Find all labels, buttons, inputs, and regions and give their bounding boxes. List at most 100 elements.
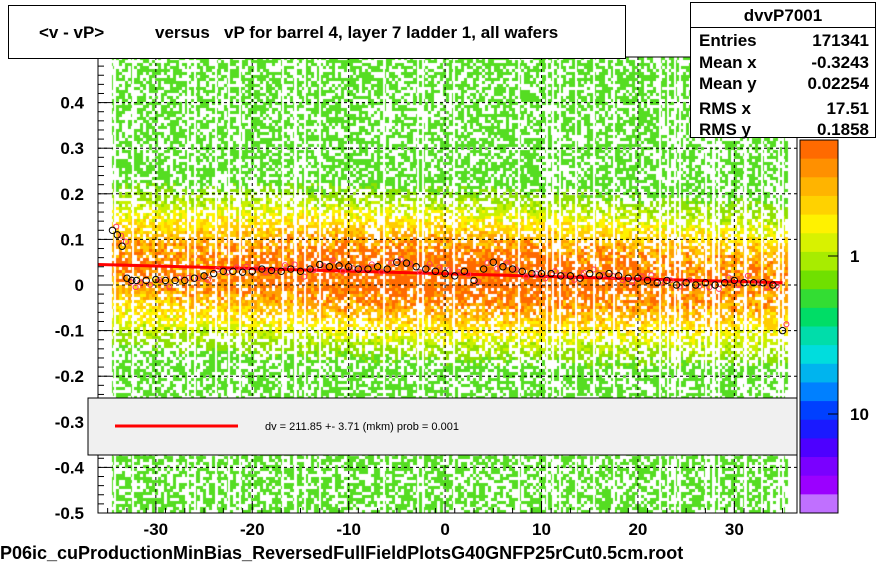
profile-marker	[123, 274, 131, 282]
profile-marker	[547, 269, 555, 278]
colorbar-segment	[800, 233, 838, 253]
colorbar-frame	[799, 139, 839, 514]
colorbar-segment	[800, 438, 838, 458]
profile-marker	[537, 269, 546, 278]
colorbar-segment	[800, 140, 838, 160]
profile-marker	[499, 263, 507, 271]
y-tick-label: 0.1	[60, 230, 84, 249]
profile-marker	[595, 272, 604, 280]
secondary-marker	[667, 277, 674, 284]
stats-value: 17.51	[826, 99, 869, 118]
secondary-marker	[677, 283, 684, 290]
profile-marker	[624, 274, 632, 282]
profile-marker	[720, 279, 729, 287]
secondary-marker	[474, 278, 481, 285]
y-tick-label: -0.4	[55, 458, 85, 477]
colorbar-segment	[800, 419, 838, 439]
profile-marker	[508, 265, 517, 273]
stats-row-entries: Entries 171341	[699, 31, 869, 53]
profile-marker	[701, 279, 710, 287]
x-tick-label: 30	[725, 520, 744, 539]
colorbar-segment	[800, 494, 838, 514]
secondary-marker	[445, 267, 452, 274]
profile-marker	[128, 276, 136, 285]
title-right: versus vP for barrel 4, layer 7 ladder 1…	[155, 23, 559, 42]
y-tick-label: 0	[75, 276, 84, 295]
colorbar-segment	[800, 363, 838, 383]
profile-marker	[344, 263, 353, 271]
colorbar-segment	[800, 289, 838, 309]
secondary-marker	[696, 282, 703, 289]
x-tick-label: -20	[240, 520, 265, 539]
profile-marker	[161, 276, 170, 285]
colorbar-segment	[800, 401, 838, 421]
secondary-marker	[137, 279, 144, 286]
profile-marker	[316, 260, 324, 269]
stats-value: 0.1858	[817, 120, 869, 139]
profile-marker	[422, 265, 430, 273]
secondary-marker	[368, 261, 375, 268]
profile-marker	[171, 276, 179, 285]
stats-value: 171341	[812, 31, 869, 50]
colorbar: 1 10	[799, 139, 869, 514]
stats-row-mean-x: Mean x -0.3243	[699, 53, 869, 75]
profile-marker	[402, 259, 411, 267]
stats-key: Entries	[699, 31, 757, 50]
profile-marker	[354, 265, 363, 273]
profile-marker	[364, 265, 372, 273]
colorbar-segment	[800, 158, 838, 178]
secondary-marker	[417, 268, 424, 275]
profile-marker	[229, 267, 237, 276]
stats-key: Mean y	[699, 74, 757, 93]
secondary-marker	[204, 276, 211, 283]
profile-marker	[586, 269, 594, 278]
secondary-marker	[282, 262, 289, 269]
secondary-marker	[735, 281, 742, 288]
profile-marker	[759, 279, 767, 287]
secondary-marker	[725, 274, 732, 281]
fit-legend-text: dv = 211.85 +- 3.71 (mkm) prob = 0.001	[265, 421, 459, 433]
profile-marker	[576, 274, 584, 282]
profile-marker	[113, 231, 121, 239]
profile-marker	[393, 258, 401, 266]
stats-separator	[691, 27, 875, 28]
colorbar-segment	[800, 382, 838, 402]
stats-histogram-name: dvvP7001	[743, 6, 823, 25]
colorbar-segment	[800, 270, 838, 290]
profile-marker	[614, 272, 623, 280]
profile-marker	[277, 267, 285, 276]
profile-marker	[258, 265, 266, 273]
profile-marker	[643, 276, 652, 285]
chart-title: <v - vP> versus vP for barrel 4, layer 7…	[8, 5, 626, 59]
x-tick-label: 10	[532, 520, 551, 539]
secondary-marker	[291, 261, 298, 268]
colorbar-segment	[800, 475, 838, 495]
secondary-marker	[166, 283, 173, 290]
profile-marker	[412, 263, 420, 271]
profile-marker	[142, 276, 150, 285]
stats-value: 0.02254	[807, 74, 869, 93]
secondary-marker	[122, 238, 129, 245]
profile-marker	[489, 258, 497, 266]
secondary-marker	[715, 285, 722, 292]
profile-marker	[287, 265, 295, 273]
profile-marker	[460, 267, 469, 276]
profile-marker	[296, 267, 305, 276]
secondary-marker	[503, 259, 510, 266]
profile-marker	[518, 267, 526, 276]
colorbar-segment	[800, 177, 838, 197]
colorbar-segment	[800, 307, 838, 327]
profile-marker	[769, 281, 777, 289]
title-left: <v - vP>	[39, 23, 105, 42]
secondary-marker	[658, 279, 665, 286]
secondary-marker	[310, 267, 317, 274]
y-tick-label: -0.5	[55, 504, 84, 523]
secondary-marker	[783, 321, 790, 328]
profile-marker	[118, 242, 126, 250]
secondary-marker	[407, 260, 414, 267]
secondary-marker	[330, 257, 337, 264]
secondary-marker	[214, 266, 221, 273]
colorbar-label: 10	[850, 405, 869, 424]
secondary-marker	[118, 232, 125, 239]
